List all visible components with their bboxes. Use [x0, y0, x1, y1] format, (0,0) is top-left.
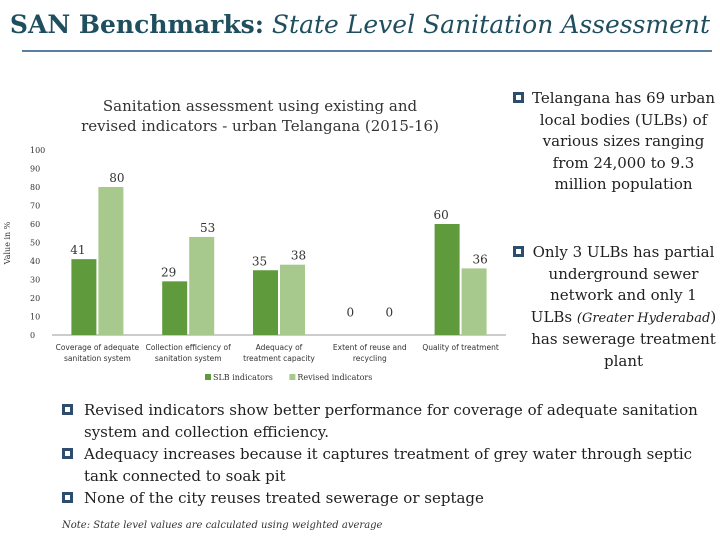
data-label: 60: [433, 208, 448, 222]
bullet-square-icon: [513, 92, 524, 103]
bar-revised: [280, 264, 305, 335]
bullet-square-icon: [62, 404, 73, 415]
chart-title-line2: revised indicators - urban Telangana (20…: [81, 117, 439, 135]
y-tick-label: 60: [30, 220, 40, 229]
bar-slb: [253, 270, 278, 335]
bar-slb: [162, 281, 188, 335]
bullet-square-icon: [62, 448, 73, 459]
data-label: 0: [346, 306, 354, 320]
bullet-text: Only 3 ULBs has partial underground sewe…: [513, 242, 718, 372]
x-tick-label: Coverage of adequate: [56, 343, 140, 352]
footnote: Note: State level values are calculated …: [62, 520, 383, 531]
legend-swatch: [289, 374, 296, 380]
bar-revised: [98, 187, 124, 335]
data-label: 0: [385, 306, 393, 320]
bullet-text: Adequacy increases because it captures t…: [84, 445, 693, 485]
data-label: 41: [70, 243, 85, 257]
x-tick-label: Adequacy of: [256, 343, 303, 352]
legend-swatch: [205, 374, 211, 380]
bar-revised: [461, 268, 487, 335]
y-tick-label: 80: [30, 183, 40, 192]
bar-slb: [434, 224, 460, 335]
bullet-square-icon: [62, 492, 73, 503]
x-tick-label: recycling: [353, 354, 387, 363]
data-label: 35: [252, 254, 267, 268]
x-tick-label: Collection efficiency of: [146, 343, 231, 352]
bullet-text: Revised indicators show better performan…: [84, 401, 698, 441]
data-label: 53: [200, 221, 215, 235]
bullet-text-part2: ) has sewerage treatment plant: [531, 307, 717, 370]
bullet-text: Telangana has 69 urban local bodies (ULB…: [532, 89, 715, 193]
bullet-square-icon: [513, 246, 524, 257]
y-tick-label: 90: [30, 165, 40, 174]
slide-title-italic: State Level Sanitation Assessment: [271, 10, 711, 39]
bullet-revised-performance: Revised indicators show better performan…: [62, 400, 712, 443]
bar-slb: [71, 259, 97, 335]
bullet-sewer-network: Only 3 ULBs has partial underground sewe…: [513, 242, 718, 372]
bullet-text-part1: Only 3 ULBs has partial underground sewe…: [530, 243, 715, 326]
legend-entry: Revised indicators: [297, 373, 372, 382]
bullet-reuse: None of the city reuses treated sewerage…: [62, 488, 712, 510]
bullet-text-italic: (Greater Hyderabad: [576, 310, 711, 326]
y-tick-label: 50: [30, 239, 40, 248]
slide-title: SAN Benchmarks: State Level Sanitation A…: [0, 10, 720, 39]
data-label: 80: [109, 171, 124, 185]
y-tick-label: 70: [30, 202, 40, 211]
data-label: 36: [472, 252, 487, 266]
bar-revised: [189, 236, 215, 335]
y-axis-label: Value in %: [3, 221, 12, 265]
x-tick-label: Quality of treatment: [422, 343, 498, 352]
x-tick-label: treatment capacity: [243, 354, 315, 363]
x-tick-label: Extent of reuse and: [333, 343, 407, 352]
slide-title-bold: SAN Benchmarks:: [9, 10, 264, 39]
chart-title-line1: Sanitation assessment using existing and: [103, 97, 418, 115]
bullet-ulb-count: Telangana has 69 urban local bodies (ULB…: [513, 88, 718, 196]
title-divider: [22, 50, 712, 52]
y-tick-label: 30: [30, 276, 40, 285]
data-label: 29: [161, 265, 176, 279]
x-tick-label: sanitation system: [155, 354, 222, 363]
y-tick-label: 40: [30, 257, 40, 266]
bar-chart: Sanitation assessment using existing and…: [3, 97, 506, 382]
x-tick-label: sanitation system: [64, 354, 131, 363]
y-tick-label: 0: [30, 331, 35, 340]
bullet-text: None of the city reuses treated sewerage…: [84, 489, 484, 507]
bullet-adequacy: Adequacy increases because it captures t…: [62, 444, 712, 487]
data-label: 38: [291, 249, 306, 263]
legend-entry: SLB indicators: [213, 373, 273, 382]
y-tick-label: 10: [30, 313, 40, 322]
y-tick-label: 20: [30, 294, 40, 303]
y-tick-label: 100: [30, 146, 45, 155]
